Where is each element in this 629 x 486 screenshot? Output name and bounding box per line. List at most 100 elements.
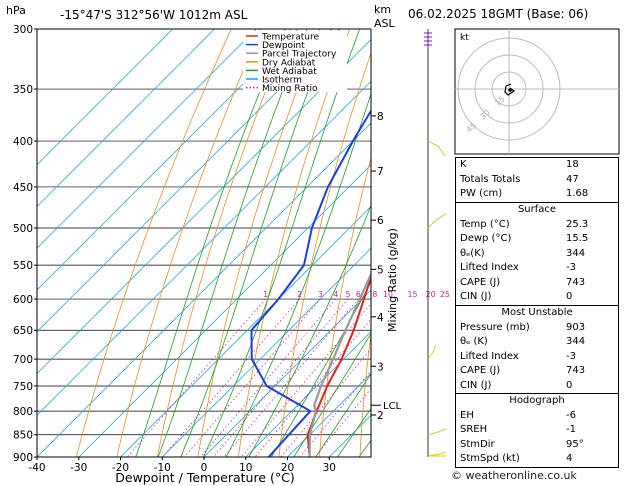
mixing-ratio-line-1 (126, 298, 267, 457)
mixing-ratio-line-3 (184, 298, 321, 457)
most-unstable-label: CIN (J) (460, 379, 492, 391)
pressure-tick-label: 850 (13, 430, 33, 442)
km-tick-label: 8 (377, 111, 384, 123)
location-title: -15°47'S 312°56'W 1012m ASL (60, 8, 248, 22)
km-tick-label: 6 (377, 215, 384, 227)
most-unstable-value: -3 (566, 350, 576, 362)
surface-row: Dewp (°C) 15.5 (456, 232, 618, 247)
legend-box (243, 31, 347, 92)
most-unstable-row: Pressure (mb) 903 (456, 321, 618, 336)
surface-label: θₑ(K) (460, 247, 485, 259)
mixing-ratio-label: 3 (318, 290, 323, 299)
km-label: km (374, 3, 391, 16)
wind-barbs (424, 29, 447, 457)
isotherm--100 (37, 29, 215, 208)
index-value: 18 (566, 159, 579, 170)
dry-adiabat-280 (197, 29, 321, 457)
isotherm--60 (37, 38, 371, 375)
index-label: K (460, 159, 467, 170)
most-unstable-value: 344 (566, 336, 586, 347)
pressure-tick-label: 750 (13, 381, 33, 393)
axes: 1 2 3 4 5 6 8 10 15 20 253003504004505005506006507… (13, 24, 450, 474)
wind-barb-700 (427, 344, 437, 360)
surface-row: Temp (°C) 25.3 (456, 218, 618, 233)
wind-barb-850 (427, 428, 447, 436)
mixing-ratio-axis-title: Mixing Ratio (g/kg) (386, 228, 399, 332)
mixing-ratio-line-8 (240, 302, 371, 457)
index-row: PW (cm) 1.68 (456, 187, 618, 202)
most-unstable-row: Lifted Index -3 (456, 350, 618, 365)
hodograph-stat-value: -1 (566, 424, 576, 435)
surface-label: Lifted Index (460, 262, 519, 273)
x-tick-label: 0 (201, 462, 208, 474)
isotherm-20 (287, 372, 371, 457)
hodograph-stat-label: EH (460, 409, 474, 421)
mixing-ratio-line-6 (223, 298, 359, 457)
hodograph-table-panel: Hodograph EH -6 SREH -1 StmDir 95° StmSpd (kt)… (455, 393, 619, 468)
dry-adiabat-250 (76, 29, 232, 457)
x-tick-label: 30 (323, 462, 336, 474)
surface-label: CAPE (J) (460, 276, 501, 288)
surface-row: θₑ(K) 344 (456, 247, 618, 262)
wet-adiabat-15 (248, 204, 371, 457)
surface-value: 344 (566, 247, 586, 259)
isotherm--110 (37, 29, 174, 166)
mixing-ratio-label: 6 (356, 290, 361, 299)
surface-value: 743 (566, 276, 586, 288)
wind-barb-500 (427, 213, 447, 229)
legend-item: Temperature (261, 33, 319, 43)
mixing-ratio-line-4 (200, 298, 337, 457)
hodograph-kt-label: kt (460, 33, 469, 43)
mixing-ratio-label: 20 (426, 290, 436, 299)
hpa-label: hPa (6, 4, 26, 17)
mixing-ratio-label: 15 (407, 290, 417, 299)
hodograph-stat-row: StmDir 95° (456, 438, 618, 453)
pressure-tick-label: 300 (13, 24, 33, 36)
pressure-tick-label: 450 (13, 182, 33, 194)
surface-row: CIN (J) 0 (456, 290, 618, 305)
wind-barb-300 (424, 30, 432, 48)
most-unstable-label: Pressure (mb) (460, 321, 530, 333)
km-tick-label: 3 (377, 361, 384, 373)
surface-value: 0 (566, 291, 573, 302)
most-unstable-label: θₑ (K) (460, 336, 488, 347)
hodograph-stat-value: -6 (566, 409, 576, 421)
hodograph-stat-row: StmSpd (kt) 4 (456, 452, 618, 467)
most-unstable-row: θₑ (K) 344 (456, 335, 618, 350)
mixing-ratio-line-5 (212, 298, 349, 457)
series-dewpoint (250, 108, 371, 457)
isotherm--90 (37, 29, 257, 249)
pressure-tick-label: 550 (13, 260, 33, 272)
pressure-tick-label: 700 (13, 354, 33, 366)
mixing-ratio-line-10 (254, 318, 371, 457)
surface-panel: Surface Temp (°C) 25.3 Dewp (°C) 15.5 θₑ(K) 3… (455, 202, 619, 306)
pressure-tick-label: 900 (13, 452, 33, 464)
legend-item: Dewpoint (262, 41, 305, 51)
most-unstable-title: Most Unstable (501, 307, 573, 318)
background-lines (37, 29, 371, 457)
lcl-label: LCL (383, 401, 402, 412)
hodograph-table-title: Hodograph (509, 395, 565, 406)
isotherm--40 (37, 122, 371, 457)
isotherm--80 (37, 29, 299, 291)
run-datetime: 06.02.2025 18GMT (Base: 06) (408, 7, 589, 21)
hodograph-trace (504, 83, 516, 96)
most-unstable-value: 743 (566, 365, 586, 376)
x-tick-label: -40 (28, 462, 45, 474)
surface-value: 15.5 (566, 233, 589, 244)
isotherm--50 (37, 80, 371, 416)
surface-row: CAPE (J) 743 (456, 276, 618, 291)
hodograph-stat-value: 4 (566, 453, 573, 464)
hodograph-stat-label: StmSpd (kt) (460, 453, 520, 464)
mixing-ratio-line-20 (299, 370, 371, 457)
surface-label: Temp (°C) (460, 218, 510, 230)
storm-motion-marker (508, 88, 512, 92)
x-tick-label: -30 (70, 462, 87, 474)
hodograph-stat-value: 95° (566, 438, 584, 450)
x-tick-label: 10 (239, 462, 252, 474)
index-value: 1.68 (566, 188, 589, 199)
most-unstable-panel: Most Unstable Pressure (mb) 903 θₑ (K) 344 L… (455, 305, 619, 394)
wet-adiabat-0 (180, 29, 332, 457)
wet-adiabat--5 (157, 29, 308, 457)
hodograph-stat-label: StmDir (460, 438, 495, 450)
